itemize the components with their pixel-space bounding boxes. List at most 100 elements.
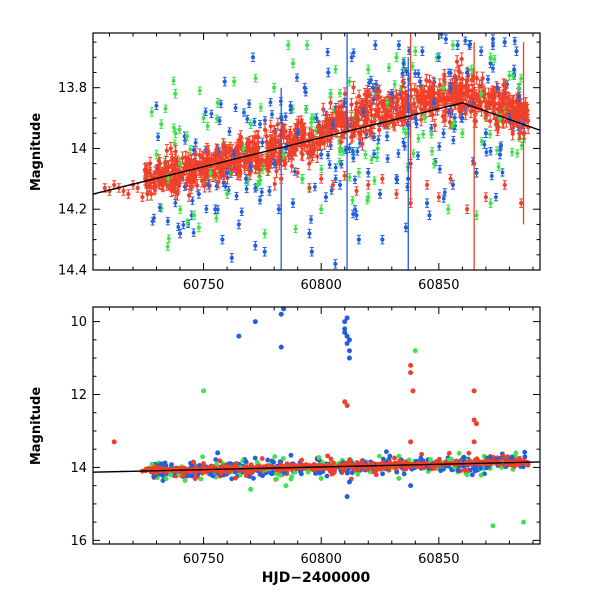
- red-point: [478, 100, 483, 106]
- red-point: [188, 158, 194, 163]
- green-point: [372, 178, 377, 183]
- blue-point: [460, 23, 464, 27]
- blue-point: [217, 118, 222, 123]
- blue-point: [512, 39, 517, 43]
- red-point: [235, 159, 240, 164]
- red-point: [364, 109, 369, 114]
- green-point: [515, 151, 520, 156]
- red-point: [339, 115, 344, 120]
- red-point: [268, 140, 273, 145]
- red-point: [156, 169, 161, 174]
- red-point: [272, 130, 277, 135]
- blue-point: [214, 184, 219, 189]
- blue-point: [500, 170, 505, 175]
- blue-point: [295, 131, 300, 136]
- blue-point: [323, 194, 329, 200]
- blue-point: [404, 69, 409, 74]
- red-point: [242, 160, 248, 165]
- blue-point: [333, 165, 338, 170]
- red-point: [424, 102, 429, 107]
- red-point: [496, 108, 501, 113]
- green-point: [405, 165, 410, 170]
- blue-point: [252, 120, 257, 124]
- red-point: [349, 116, 354, 121]
- green-point: [197, 88, 202, 93]
- green-point: [411, 151, 416, 156]
- red-point: [364, 101, 369, 106]
- red-point: [311, 145, 316, 150]
- green-point: [519, 143, 524, 148]
- green-point: [350, 198, 355, 203]
- red-point: [468, 109, 474, 114]
- blue-point: [437, 144, 442, 149]
- red-point: [175, 191, 180, 197]
- blue-point: [234, 194, 239, 198]
- blue-point: [353, 207, 357, 212]
- green-point: [452, 121, 456, 126]
- red-point: [145, 191, 150, 197]
- blue-point: [451, 138, 456, 143]
- red-point: [149, 191, 154, 197]
- red-point: [266, 155, 271, 160]
- red-point: [375, 109, 380, 114]
- red-point: [160, 183, 165, 188]
- red-point: [148, 161, 153, 166]
- green-point: [369, 157, 374, 162]
- red-point: [168, 146, 173, 151]
- red-point: [369, 107, 374, 112]
- red-point: [307, 161, 312, 166]
- blue-point: [491, 43, 495, 48]
- green-point: [381, 25, 385, 29]
- blue-point: [177, 231, 183, 236]
- blue-point: [353, 177, 357, 182]
- green-point: [253, 76, 258, 81]
- red-point: [214, 148, 219, 153]
- blue-point: [191, 230, 196, 235]
- red-point: [525, 108, 530, 113]
- red-point: [229, 167, 234, 172]
- blue-point: [268, 100, 273, 105]
- red-point: [202, 183, 207, 189]
- red-point: [171, 187, 176, 192]
- blue-point: [157, 205, 162, 210]
- red-point: [220, 150, 225, 156]
- green-point: [177, 127, 182, 132]
- green-point: [338, 91, 342, 96]
- red-point: [391, 120, 396, 126]
- blue-point: [315, 13, 319, 17]
- green-point: [363, 152, 368, 157]
- red-point: [275, 122, 280, 127]
- blue-point: [319, 152, 324, 157]
- red-point: [349, 102, 354, 107]
- red-point: [371, 120, 377, 125]
- red-point: [170, 155, 175, 160]
- blue-point: [452, 115, 457, 120]
- red-point: [458, 94, 463, 99]
- blue-point: [263, 118, 267, 123]
- red-point: [290, 151, 295, 156]
- red-point: [400, 97, 406, 102]
- blue-point: [248, 164, 253, 169]
- green-point: [479, 139, 484, 144]
- blue-point: [307, 231, 312, 236]
- red-point: [509, 102, 515, 107]
- blue-point: [414, 122, 419, 126]
- blue-point: [283, 114, 288, 119]
- green-point: [429, 132, 434, 137]
- green-point: [319, 167, 324, 171]
- red-point: [244, 141, 250, 147]
- blue-point: [283, 146, 289, 151]
- blue-point: [459, 6, 463, 10]
- red-point: [328, 100, 333, 105]
- red-point: [437, 94, 443, 99]
- blue-point: [182, 184, 187, 189]
- red-point: [152, 182, 158, 187]
- red-point: [351, 85, 356, 90]
- red-point: [163, 166, 168, 172]
- red-point: [391, 105, 396, 110]
- blue-point: [203, 109, 208, 114]
- blue-point: [441, 196, 446, 201]
- red-point: [315, 142, 321, 147]
- blue-point: [416, 71, 421, 76]
